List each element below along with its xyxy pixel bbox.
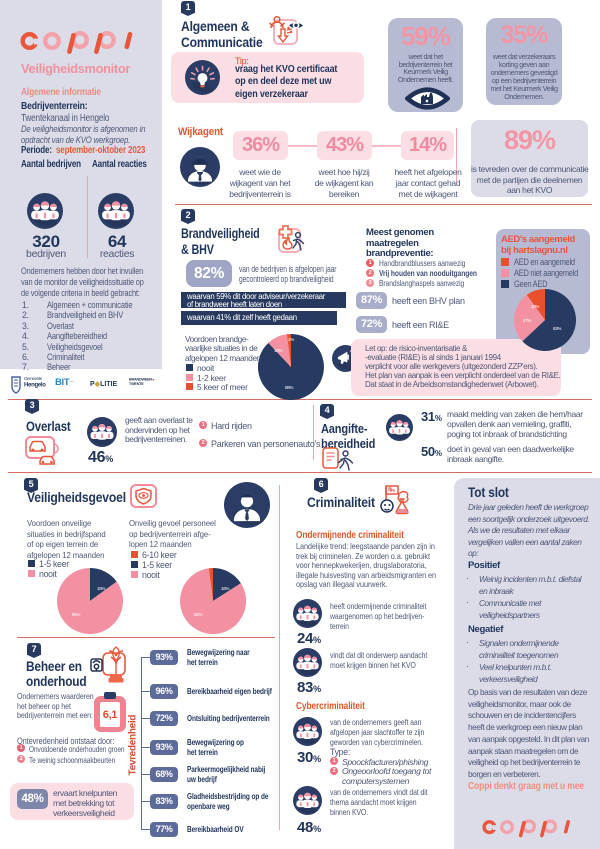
svg-text:63%: 63% <box>553 326 561 331</box>
svg-text:2%: 2% <box>288 337 294 342</box>
svg-text:6,1: 6,1 <box>103 709 118 721</box>
svg-text:16%: 16% <box>221 586 229 591</box>
svg-text:10%: 10% <box>531 304 539 309</box>
svg-text:10%: 10% <box>274 348 282 353</box>
svg-text:27%: 27% <box>523 318 531 323</box>
svg-text:85%: 85% <box>72 612 80 617</box>
svg-text:82%: 82% <box>194 612 202 617</box>
svg-text:15%: 15% <box>97 586 105 591</box>
svg-text:88%: 88% <box>285 385 293 390</box>
